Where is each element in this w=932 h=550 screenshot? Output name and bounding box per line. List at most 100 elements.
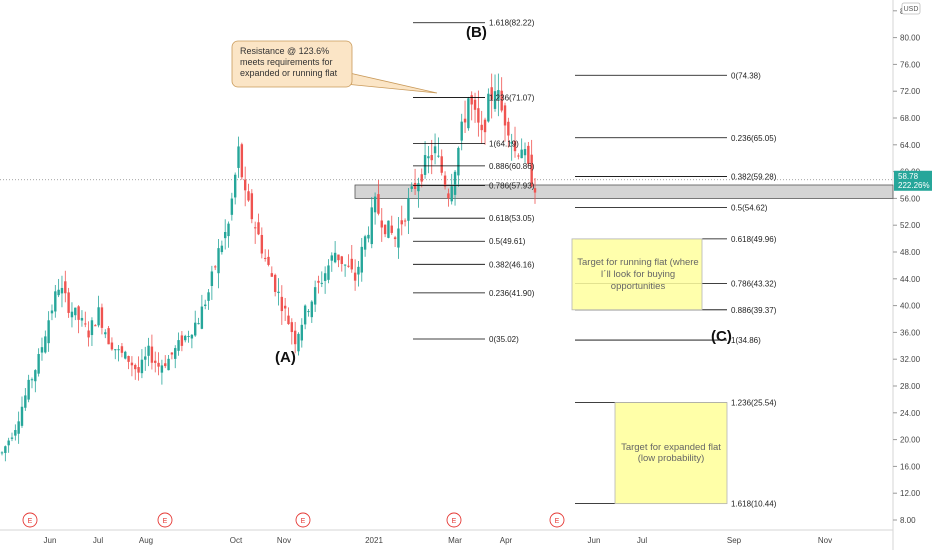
candle-down[interactable] xyxy=(273,273,277,297)
candle-up[interactable] xyxy=(90,317,94,347)
candle-up[interactable] xyxy=(220,240,224,255)
candle-down[interactable] xyxy=(463,100,467,134)
candle-down[interactable] xyxy=(337,254,340,268)
candle-up[interactable] xyxy=(387,220,390,239)
candle-up[interactable] xyxy=(397,217,400,259)
candle-up[interactable] xyxy=(523,142,527,163)
candle-up[interactable] xyxy=(367,226,370,243)
candle-down[interactable] xyxy=(483,117,487,145)
candle-down[interactable] xyxy=(157,352,160,376)
candle-up[interactable] xyxy=(217,238,220,289)
candle-up[interactable] xyxy=(97,295,100,328)
candle-down[interactable] xyxy=(420,168,423,188)
candle-down[interactable] xyxy=(287,307,290,325)
candle-down[interactable] xyxy=(87,321,90,347)
candle-up[interactable] xyxy=(37,348,40,377)
candle-down[interactable] xyxy=(77,305,80,334)
candle-up[interactable] xyxy=(343,264,347,277)
candle-up[interactable] xyxy=(34,369,37,393)
candle-down[interactable] xyxy=(527,141,530,167)
fibonacci-levels[interactable]: 1.618(82.22) 1.236(71.07) 1(64.19) 0.886(60… xyxy=(413,19,777,509)
candle-down[interactable] xyxy=(170,352,174,360)
candle-up[interactable] xyxy=(487,88,490,123)
candle-up[interactable] xyxy=(407,187,410,234)
candle-down[interactable] xyxy=(517,153,520,160)
candle-up[interactable] xyxy=(54,284,57,318)
candle-up[interactable] xyxy=(204,299,207,310)
candle-up[interactable] xyxy=(300,318,304,348)
candle-down[interactable] xyxy=(134,363,137,380)
candle-up[interactable] xyxy=(47,311,50,352)
candle-up[interactable] xyxy=(17,411,20,444)
candle-up[interactable] xyxy=(74,307,77,321)
candle-up[interactable] xyxy=(187,330,190,343)
candlestick-series[interactable] xyxy=(0,73,537,462)
candle-down[interactable] xyxy=(470,91,473,121)
candle-up[interactable] xyxy=(460,113,463,151)
candle-up[interactable] xyxy=(10,432,14,442)
candle-down[interactable] xyxy=(353,259,357,291)
candle-up[interactable] xyxy=(140,349,144,379)
candle-down[interactable] xyxy=(267,249,270,267)
candle-up[interactable] xyxy=(227,221,230,248)
candle-down[interactable] xyxy=(293,321,297,354)
candle-up[interactable] xyxy=(410,182,413,192)
candle-up[interactable] xyxy=(333,241,337,264)
candle-up[interactable] xyxy=(437,137,440,158)
candle-up[interactable] xyxy=(190,334,194,349)
candle-down[interactable] xyxy=(283,297,287,321)
candle-down[interactable] xyxy=(243,166,247,207)
candle-up[interactable] xyxy=(453,170,457,206)
candle-down[interactable] xyxy=(257,213,260,236)
candle-up[interactable] xyxy=(313,280,317,312)
candle-down[interactable] xyxy=(280,285,284,325)
candle-up[interactable] xyxy=(320,271,323,288)
candle-up[interactable] xyxy=(80,310,84,327)
candle-down[interactable] xyxy=(250,189,254,224)
candle-down[interactable] xyxy=(64,270,67,303)
currency-badge[interactable] xyxy=(901,2,921,15)
candle-down[interactable] xyxy=(263,249,267,262)
earnings-event-marker[interactable]: E xyxy=(157,512,173,528)
candle-up[interactable] xyxy=(0,451,4,456)
candle-down[interactable] xyxy=(500,77,503,113)
candle-down[interactable] xyxy=(347,254,350,268)
candle-down[interactable] xyxy=(513,126,517,158)
candle-up[interactable] xyxy=(207,289,210,310)
candle-up[interactable] xyxy=(297,332,300,356)
candle-up[interactable] xyxy=(277,278,280,306)
resistance-callout[interactable] xyxy=(231,40,353,88)
candle-up[interactable] xyxy=(167,354,170,371)
candle-up[interactable] xyxy=(497,73,500,117)
candle-down[interactable] xyxy=(270,266,274,277)
candle-up[interactable] xyxy=(457,146,460,187)
candle-down[interactable] xyxy=(317,275,320,294)
candle-up[interactable] xyxy=(177,332,180,356)
candle-down[interactable] xyxy=(180,331,184,352)
candle-up[interactable] xyxy=(210,265,214,300)
candle-up[interactable] xyxy=(30,377,34,389)
candle-down[interactable] xyxy=(340,255,343,272)
candle-up[interactable] xyxy=(237,136,240,178)
candle-down[interactable] xyxy=(443,171,447,190)
candle-up[interactable] xyxy=(370,197,373,249)
candle-up[interactable] xyxy=(40,337,44,361)
candle-down[interactable] xyxy=(413,168,417,196)
candle-up[interactable] xyxy=(433,133,437,165)
candle-up[interactable] xyxy=(373,192,377,225)
candle-up[interactable] xyxy=(194,310,197,337)
candle-down[interactable] xyxy=(507,117,510,148)
target-expanded-flat-box[interactable] xyxy=(614,402,728,505)
candle-up[interactable] xyxy=(310,300,314,323)
candle-up[interactable] xyxy=(363,234,367,257)
candle-up[interactable] xyxy=(323,266,327,294)
candle-down[interactable] xyxy=(164,355,167,369)
candle-down[interactable] xyxy=(393,235,397,247)
candle-up[interactable] xyxy=(4,445,7,462)
candle-down[interactable] xyxy=(107,326,110,345)
candle-up[interactable] xyxy=(197,317,200,325)
candle-down[interactable] xyxy=(403,218,407,227)
candle-up[interactable] xyxy=(60,275,64,308)
plot-area[interactable] xyxy=(0,0,893,550)
